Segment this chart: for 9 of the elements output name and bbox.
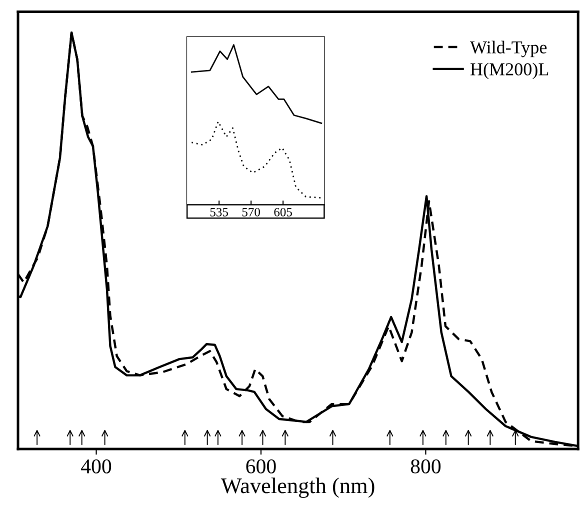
- x-tick-label: 800: [410, 459, 441, 474]
- x-tick-label: 600: [246, 459, 276, 474]
- x-tick-label: 400: [81, 459, 112, 474]
- x-tick-label: 535: [210, 208, 228, 216]
- x-tick-label: 570: [242, 208, 260, 216]
- x-axis-title: Wavelength (nm): [220, 478, 374, 498]
- x-tick-label: 605: [274, 208, 292, 216]
- legend-label: Wild-Type: [470, 40, 547, 58]
- legend-label: H(M200)L: [470, 62, 548, 80]
